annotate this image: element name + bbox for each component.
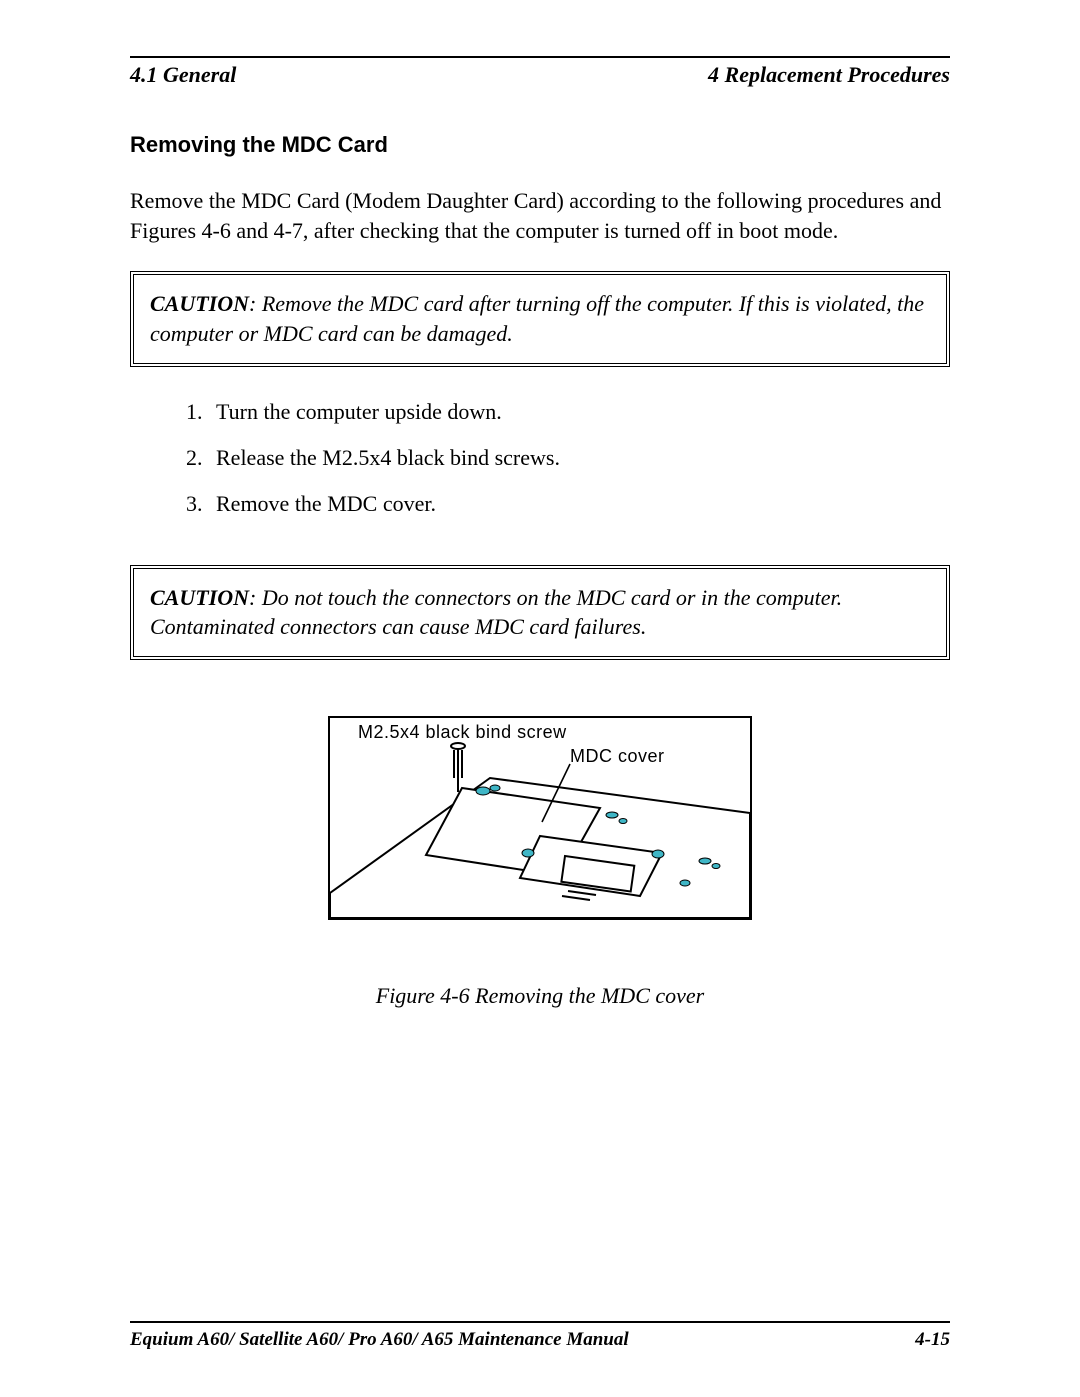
section-title: Removing the MDC Card	[130, 132, 950, 158]
page-footer: Equium A60/ Satellite A60/ Pro A60/ A65 …	[130, 1321, 950, 1351]
figure-container: M2.5x4 black bind screw MDC cover	[130, 716, 950, 1009]
footer-left: Equium A60/ Satellite A60/ Pro A60/ A65 …	[130, 1329, 629, 1351]
figure-svg	[330, 718, 750, 918]
footer-rule	[130, 1321, 950, 1323]
caution-label: CAUTION	[150, 291, 249, 316]
caution-sep: :	[249, 291, 262, 316]
caution-label: CAUTION	[150, 585, 249, 610]
list-item: Remove the MDC cover.	[208, 491, 950, 517]
caution-box-1: CAUTION: Remove the MDC card after turni…	[130, 271, 950, 366]
header-rule	[130, 56, 950, 58]
page: 4.1 General 4 Replacement Procedures Rem…	[0, 0, 1080, 1397]
footer-right: 4-15	[915, 1329, 950, 1351]
caution-text: Remove the MDC card after turning off th…	[150, 291, 924, 346]
header-left: 4.1 General	[130, 62, 236, 88]
intro-paragraph: Remove the MDC Card (Modem Daughter Card…	[130, 186, 950, 245]
figure-box: M2.5x4 black bind screw MDC cover	[328, 716, 752, 920]
caution-box-2: CAUTION: Do not touch the connectors on …	[130, 565, 950, 660]
list-item: Turn the computer upside down.	[208, 399, 950, 425]
steps-list: Turn the computer upside down. Release t…	[130, 399, 950, 517]
figure-caption: Figure 4-6 Removing the MDC cover	[130, 983, 950, 1009]
caution-sep: :	[249, 585, 262, 610]
page-header: 4.1 General 4 Replacement Procedures	[130, 62, 950, 88]
list-item: Release the M2.5x4 black bind screws.	[208, 445, 950, 471]
header-right: 4 Replacement Procedures	[708, 62, 950, 88]
